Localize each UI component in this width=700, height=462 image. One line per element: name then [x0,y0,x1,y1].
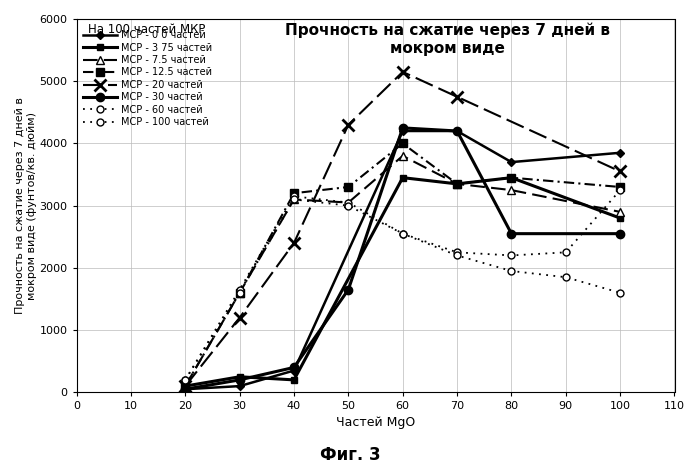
МСР - 100 частей [453,253,461,258]
МСР - 20 частей [344,122,353,128]
МСР - 60 частей [235,287,244,292]
Line: МСР - 0 0 частей: МСР - 0 0 частей [183,128,623,392]
МСР - 20 частей [235,315,244,321]
Line: МСР - 100 частей: МСР - 100 частей [182,196,624,383]
МСР - 0 0 частей [508,159,516,165]
МСР - 30 частей [290,365,298,370]
МСР - 100 частей [344,203,353,208]
Text: Фиг. 3: Фиг. 3 [320,446,380,462]
МСР - 30 частей [616,231,624,237]
МСР - 0 0 частей [235,383,244,389]
МСР - 20 частей [616,169,624,174]
МСР - 100 частей [561,274,570,280]
Line: МСР - 12.5 частей: МСР - 12.5 частей [181,139,624,390]
МСР - 7.5 частей [344,200,353,205]
МСР - 0 0 частей [290,368,298,373]
МСР - 7.5 частей [290,197,298,202]
Line: МСР - 60 частей: МСР - 60 частей [182,187,624,383]
МСР - 20 частей [290,240,298,246]
МСР - 12.5 частей [181,383,190,389]
МСР - 30 частей [398,125,407,131]
Y-axis label: Прочность на сжатие через 7 дней в
мокром виде (фунтов/кв. дюйм): Прочность на сжатие через 7 дней в мокро… [15,97,36,314]
МСР - 7.5 частей [453,181,461,187]
Line: МСР - 30 частей: МСР - 30 частей [181,124,624,393]
МСР - 7.5 частей [235,290,244,296]
МСР - 30 частей [453,128,461,134]
МСР - 7.5 частей [508,187,516,193]
Text: Прочность на сжатие через 7 дней в
мокром виде: Прочность на сжатие через 7 дней в мокро… [285,23,610,55]
МСР - 12.5 частей [616,184,624,190]
МСР - 12.5 частей [453,181,461,187]
МСР - 100 частей [398,231,407,237]
МСР - 7.5 частей [616,209,624,215]
МСР - 12.5 частей [344,184,353,190]
МСР - 3 75 частей [235,374,244,380]
МСР - 3 75 частей [398,175,407,181]
МСР - 60 частей [290,194,298,199]
МСР - 30 частей [181,386,190,392]
МСР - 3 75 частей [508,175,516,181]
МСР - 3 75 частей [181,383,190,389]
МСР - 0 0 частей [398,128,407,134]
Legend: МСР - 0 0 частей, МСР - 3 75 частей, МСР - 7.5 частей, МСР - 12.5 частей, МСР - : МСР - 0 0 частей, МСР - 3 75 частей, МСР… [83,30,213,127]
МСР - 60 частей [344,200,353,205]
Text: На 100 частей МКР: На 100 частей МКР [88,23,206,36]
МСР - 7.5 частей [181,383,190,389]
МСР - 100 частей [235,290,244,296]
МСР - 60 частей [561,249,570,255]
МСР - 30 частей [235,377,244,383]
МСР - 60 частей [453,249,461,255]
МСР - 100 частей [181,377,190,383]
Line: МСР - 20 частей: МСР - 20 частей [179,66,626,392]
МСР - 3 75 частей [616,215,624,221]
МСР - 12.5 частей [398,140,407,146]
МСР - 100 частей [290,197,298,202]
МСР - 0 0 частей [616,150,624,156]
МСР - 0 0 частей [181,386,190,392]
МСР - 20 частей [453,94,461,99]
МСР - 60 частей [181,377,190,383]
МСР - 100 частей [616,290,624,296]
МСР - 20 частей [181,383,190,389]
МСР - 0 0 частей [453,128,461,134]
МСР - 30 частей [344,287,353,292]
МСР - 60 частей [398,231,407,237]
МСР - 12.5 частей [508,175,516,181]
МСР - 3 75 частей [453,181,461,187]
МСР - 12.5 частей [290,190,298,196]
Line: МСР - 7.5 частей: МСР - 7.5 частей [181,152,624,390]
МСР - 30 частей [508,231,516,237]
МСР - 12.5 частей [235,290,244,296]
МСР - 20 частей [398,69,407,75]
МСР - 7.5 частей [398,153,407,158]
МСР - 60 частей [616,187,624,193]
Line: МСР - 3 75 частей: МСР - 3 75 частей [182,174,624,389]
МСР - 3 75 частей [290,377,298,383]
МСР - 100 частей [508,268,516,274]
МСР - 60 частей [508,253,516,258]
X-axis label: Частей MgO: Частей MgO [336,415,415,429]
